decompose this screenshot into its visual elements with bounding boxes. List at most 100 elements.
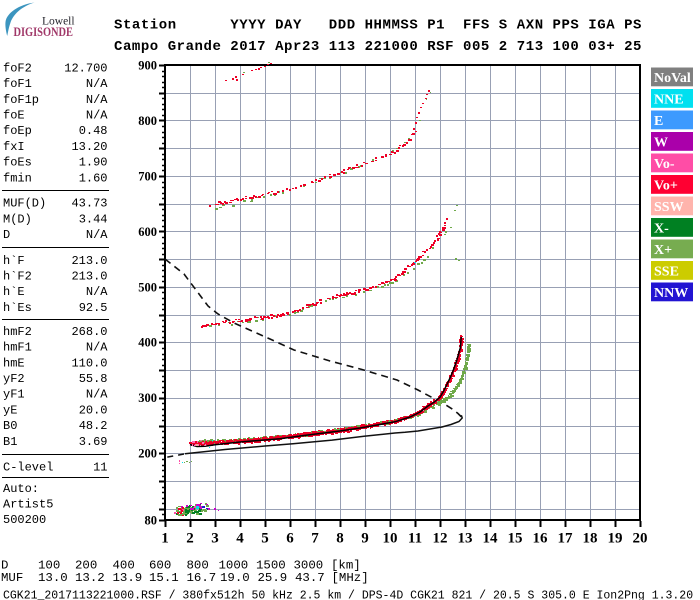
svg-text:13.0: 13.0 [38,571,68,585]
svg-text:213.0: 213.0 [71,270,107,284]
svg-text:AXN: AXN [517,17,544,33]
svg-text:h`F: h`F [3,254,25,268]
svg-text:13.20: 13.20 [71,140,107,154]
svg-text:13.9: 13.9 [113,571,143,585]
svg-text:1: 1 [161,531,169,547]
svg-text:MUF: MUF [1,571,23,585]
svg-text:N/A: N/A [86,109,108,123]
svg-text:D: D [3,228,10,242]
svg-text:PS: PS [624,17,642,33]
svg-text:13: 13 [458,531,473,547]
svg-text:25.9: 25.9 [258,571,288,585]
svg-text:h`E: h`E [3,285,25,299]
svg-text:43.7: 43.7 [295,571,325,585]
svg-text:foF1: foF1 [3,77,32,91]
svg-text:20.0: 20.0 [79,403,108,417]
svg-text:48.2: 48.2 [79,419,108,433]
svg-text:3.44: 3.44 [79,212,108,226]
svg-text:DIGISONDE: DIGISONDE [14,25,74,39]
svg-text:1.60: 1.60 [79,171,108,185]
svg-text:foF2: foF2 [3,61,32,75]
svg-text:Auto:: Auto: [3,482,39,496]
svg-text:N/A: N/A [86,388,108,402]
svg-text:yF2: yF2 [3,372,25,386]
svg-text:100: 100 [553,39,580,55]
svg-text:Apr23: Apr23 [275,39,320,55]
svg-text:NNE: NNE [654,92,684,107]
svg-text:N/A: N/A [86,228,108,242]
svg-text:PPS: PPS [553,17,580,33]
svg-text:5: 5 [261,531,269,547]
svg-text:N/A: N/A [86,341,108,355]
svg-text:RSF: RSF [427,39,454,55]
svg-text:hmE: hmE [3,356,25,370]
svg-text:Station: Station [114,17,177,33]
svg-text:1500: 1500 [256,559,286,573]
svg-text:SSE: SSE [654,264,679,279]
svg-text:Artist5: Artist5 [3,497,53,511]
svg-text:8: 8 [336,531,344,547]
svg-text:Vo-: Vo- [654,157,675,172]
svg-text:110.0: 110.0 [71,356,107,370]
svg-text:500200: 500200 [3,513,46,527]
svg-text:43.73: 43.73 [71,197,107,211]
svg-text:14: 14 [483,531,499,547]
svg-text:yF1: yF1 [3,388,25,402]
svg-text:CGK21_2017113221000.RSF / 380f: CGK21_2017113221000.RSF / 380fx512h 50 k… [3,590,693,600]
svg-text:FFS: FFS [463,17,490,33]
svg-text:16.7: 16.7 [187,571,217,585]
svg-text:12.700: 12.700 [64,61,107,75]
svg-text:h`Es: h`Es [3,301,32,315]
svg-text:19: 19 [608,531,623,547]
svg-text:B1: B1 [3,435,17,449]
svg-text:7: 7 [311,531,319,547]
svg-text:N/A: N/A [86,93,108,107]
svg-text:713: 713 [517,39,544,55]
svg-text:S: S [499,17,508,33]
svg-text:4: 4 [236,531,244,547]
svg-text:113: 113 [329,39,356,55]
svg-text:03+: 03+ [588,39,615,55]
svg-text:100: 100 [38,559,60,573]
svg-text:500: 500 [138,280,157,294]
svg-text:55.8: 55.8 [79,372,108,386]
svg-text:fxI: fxI [3,140,25,154]
svg-text:E: E [654,114,663,129]
svg-text:20: 20 [633,531,648,547]
svg-text:NNW: NNW [654,286,688,301]
svg-text:hmF1: hmF1 [3,341,32,355]
svg-text:80: 80 [145,513,158,527]
svg-text:11: 11 [93,460,107,474]
svg-text:17: 17 [558,531,574,547]
svg-text:18: 18 [583,531,598,547]
svg-text:2: 2 [186,531,194,547]
svg-text:X+: X+ [654,243,672,258]
svg-text:2017: 2017 [230,39,266,55]
svg-text:W: W [654,135,668,150]
svg-text:foF1p: foF1p [3,93,39,107]
svg-text:N/A: N/A [86,285,108,299]
svg-text:M(D): M(D) [3,212,32,226]
svg-text:600: 600 [149,559,171,573]
svg-text:C-level: C-level [3,460,53,474]
svg-text:foEp: foEp [3,124,32,138]
svg-text:6: 6 [286,531,294,547]
svg-text:700: 700 [138,169,157,183]
svg-text:3: 3 [211,531,219,547]
svg-text:300: 300 [138,391,157,405]
svg-text:[MHz]: [MHz] [332,571,369,585]
svg-text:800: 800 [138,114,157,128]
svg-text:12: 12 [433,531,448,547]
svg-text:X-: X- [654,221,669,236]
svg-text:10: 10 [383,531,398,547]
svg-text:SSW: SSW [654,200,684,215]
svg-text:h`F2: h`F2 [3,270,32,284]
svg-text:11: 11 [408,531,422,547]
svg-text:15.1: 15.1 [149,571,179,585]
svg-text:13.2: 13.2 [75,571,105,585]
svg-text:foEs: foEs [3,156,32,170]
svg-text:HHMMSS: HHMMSS [365,17,419,33]
svg-text:221000: 221000 [365,39,419,55]
svg-text:P1: P1 [427,17,445,33]
svg-text:B0: B0 [3,419,17,433]
